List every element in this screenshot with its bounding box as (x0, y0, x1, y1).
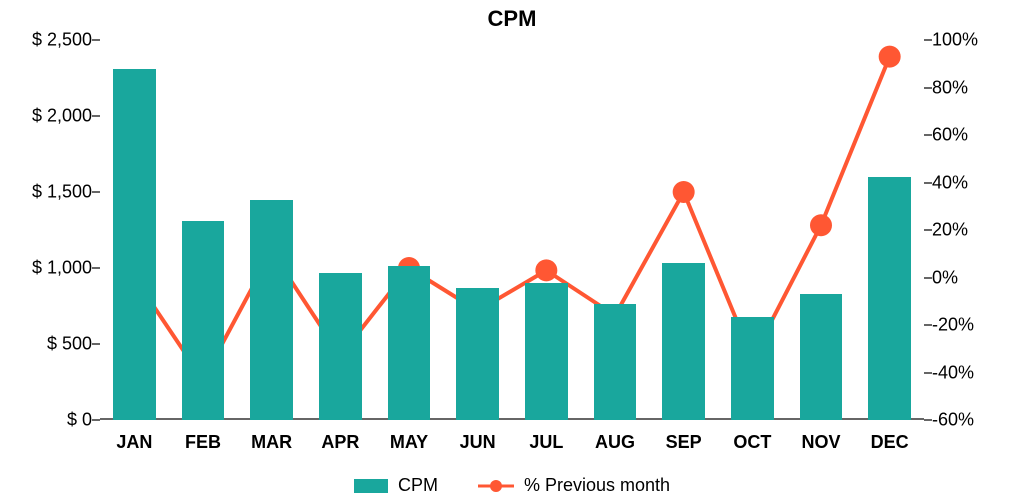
y-right-tick-label: 60% (932, 125, 968, 146)
x-category-label: FEB (185, 432, 221, 453)
y-left-tick-label: $ 0 (67, 410, 92, 431)
chart-title: CPM (0, 6, 1024, 32)
y-left-tick-label: $ 500 (47, 334, 92, 355)
legend-swatch-line (478, 479, 514, 493)
y-right-tick-label: 40% (932, 172, 968, 193)
cpm-chart: CPM $ 0$ 500$ 1,000$ 1,500$ 2,000$ 2,500… (0, 0, 1024, 502)
x-category-label: JUL (529, 432, 563, 453)
y-left-tick-mark (92, 39, 100, 41)
line-marker (810, 214, 832, 236)
legend-swatch-bar (354, 479, 388, 493)
line-path (134, 57, 889, 380)
y-right-tick-label: 0% (932, 267, 958, 288)
x-category-label: DEC (871, 432, 909, 453)
bar (662, 263, 705, 420)
x-category-label: OCT (733, 432, 771, 453)
y-right-tick-mark (924, 182, 932, 184)
plot-area: $ 0$ 500$ 1,000$ 1,500$ 2,000$ 2,500-60%… (100, 40, 924, 420)
y-right-tick-label: 100% (932, 30, 978, 51)
line-marker (673, 181, 695, 203)
y-left-tick-label: $ 2,500 (32, 30, 92, 51)
y-right-tick-mark (924, 419, 932, 421)
y-right-tick-mark (924, 39, 932, 41)
x-category-label: MAR (251, 432, 292, 453)
x-category-label: MAY (390, 432, 428, 453)
bar (182, 221, 225, 420)
x-category-label: JUN (460, 432, 496, 453)
y-right-tick-label: -60% (932, 410, 974, 431)
y-right-tick-mark (924, 229, 932, 231)
y-right-tick-mark (924, 87, 932, 89)
x-category-label: SEP (666, 432, 702, 453)
y-left-tick-label: $ 1,500 (32, 182, 92, 203)
bar (800, 294, 843, 420)
y-right-tick-mark (924, 324, 932, 326)
y-left-tick-mark (92, 343, 100, 345)
bar (594, 304, 637, 420)
line-marker (879, 46, 901, 68)
bar (250, 200, 293, 420)
bar (456, 288, 499, 420)
legend-item: CPM (354, 475, 438, 496)
x-category-label: NOV (801, 432, 840, 453)
x-category-label: APR (321, 432, 359, 453)
y-right-tick-mark (924, 134, 932, 136)
y-left-tick-mark (92, 267, 100, 269)
y-left-tick-mark (92, 419, 100, 421)
legend-label: CPM (398, 475, 438, 496)
bar (388, 266, 431, 420)
bar (868, 177, 911, 420)
chart-legend: CPM % Previous month (0, 475, 1024, 496)
bar (525, 283, 568, 420)
y-right-tick-label: -40% (932, 362, 974, 383)
y-right-tick-label: 20% (932, 220, 968, 241)
y-left-tick-mark (92, 191, 100, 193)
bar (319, 273, 362, 420)
y-right-tick-mark (924, 277, 932, 279)
x-category-label: AUG (595, 432, 635, 453)
y-left-tick-label: $ 1,000 (32, 258, 92, 279)
y-left-tick-mark (92, 115, 100, 117)
bar (113, 69, 156, 420)
y-left-tick-label: $ 2,000 (32, 106, 92, 127)
legend-label: % Previous month (524, 475, 670, 496)
y-right-tick-label: -20% (932, 315, 974, 336)
legend-item: % Previous month (478, 475, 670, 496)
x-category-label: JAN (116, 432, 152, 453)
y-right-tick-label: 80% (932, 77, 968, 98)
line-marker (535, 259, 557, 281)
bar (731, 317, 774, 420)
y-right-tick-mark (924, 372, 932, 374)
